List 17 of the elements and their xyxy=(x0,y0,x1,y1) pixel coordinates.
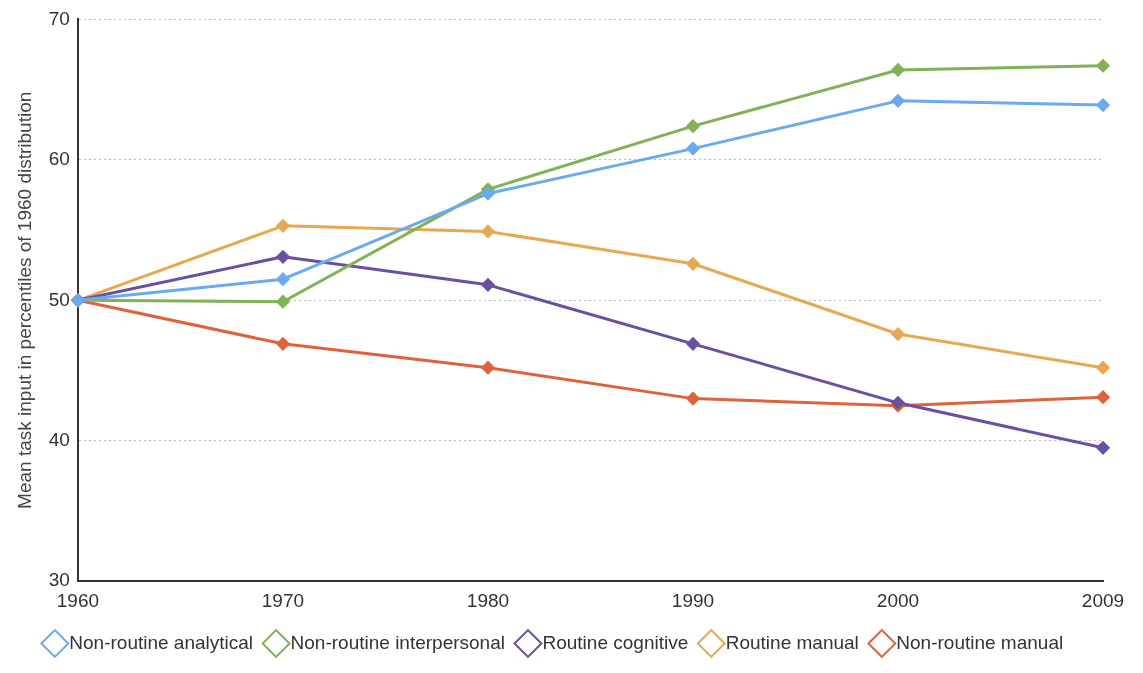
y-tick-label: 30 xyxy=(48,569,70,591)
legend-label: Routine manual xyxy=(725,631,859,653)
y-tick-label: 60 xyxy=(48,148,70,170)
y-tick-label: 70 xyxy=(48,7,70,29)
y-tick-label: 50 xyxy=(48,288,70,310)
y-axis-title: Mean task input in percentiles of 1960 distribution xyxy=(13,91,35,509)
legend-label: Non-routine manual xyxy=(896,631,1064,653)
x-tick-label: 1990 xyxy=(671,589,715,611)
x-tick-label: 2000 xyxy=(876,589,920,611)
x-tick-label: 1980 xyxy=(466,589,510,611)
y-tick-label: 40 xyxy=(48,428,70,450)
legend-label: Routine cognitive xyxy=(542,631,689,653)
legend-label: Non-routine analytical xyxy=(69,631,254,653)
x-tick-label: 1960 xyxy=(56,589,100,611)
legend-label: Non-routine interpersonal xyxy=(290,631,505,653)
x-tick-label: 1970 xyxy=(261,589,305,611)
x-tick-label: 2009 xyxy=(1081,589,1125,611)
